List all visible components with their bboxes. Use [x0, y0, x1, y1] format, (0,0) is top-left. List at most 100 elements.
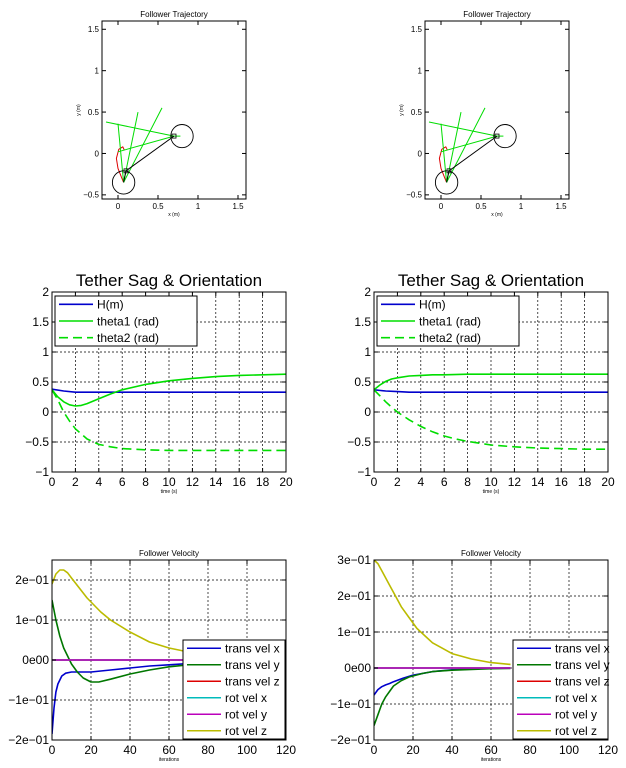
attachment-point-box	[494, 133, 500, 139]
x-tick-label: 16	[233, 475, 247, 489]
y-tick-label: 1e−01	[15, 613, 49, 627]
x-tick-label: 20	[601, 475, 615, 489]
axes-frame	[424, 20, 570, 200]
y-tick-label: −2e−01	[330, 733, 371, 747]
legend-label: rot vel x	[225, 691, 267, 705]
legend: H(m) theta1 (rad) theta2 (rad)	[376, 295, 520, 347]
x-tick-label: 60	[162, 743, 176, 757]
y-tick-label: 1	[95, 66, 100, 75]
y-tick-label: 0	[42, 405, 49, 419]
x-axis-label: x (m)	[168, 212, 180, 218]
series-line-1	[115, 146, 125, 183]
x-tick-label: 6	[441, 475, 448, 489]
x-axis-label: iterations	[159, 757, 180, 763]
series-line-8	[125, 135, 175, 172]
x-tick-label: 80	[523, 743, 537, 757]
y-tick-label: 2e−01	[337, 589, 371, 603]
y-tick-label: 0	[418, 149, 423, 158]
series-line-trans-vel-y	[52, 599, 189, 683]
chart-title: Follower Velocity	[139, 549, 199, 558]
y-tick-label: −1	[357, 465, 371, 479]
x-tick-label: 1	[196, 202, 201, 211]
x-tick-label: 120	[276, 743, 296, 757]
x-tick-label: 10	[484, 475, 498, 489]
x-tick-label: 40	[123, 743, 137, 757]
y-tick-label: 0	[364, 405, 371, 419]
legend: trans vel x trans vel y trans vel z rot vel…	[182, 639, 286, 740]
x-tick-label: 1.5	[555, 202, 567, 211]
x-tick-label: 60	[484, 743, 498, 757]
series-line-theta2-rad-	[52, 389, 286, 452]
legend-label: H(m)	[97, 298, 124, 312]
x-tick-label: 0	[371, 475, 378, 489]
y-tick-label: −1	[35, 465, 49, 479]
x-tick-label: 8	[464, 475, 471, 489]
series-line-trans-vel-y	[374, 667, 511, 726]
legend-label: theta2 (rad)	[419, 331, 481, 345]
robot-footprint-circle	[170, 124, 194, 149]
legend-box	[182, 639, 286, 740]
series-line-1	[438, 146, 448, 183]
x-tick-label: 0	[49, 743, 56, 757]
data-layer	[52, 373, 286, 452]
series-line-2	[440, 123, 448, 183]
chart-panel-5: 0 20 40 60 80 100 120 −2e−01 −1e−01 0e00 1e−01 2e−0…	[8, 549, 296, 763]
legend-label: theta2 (rad)	[97, 331, 159, 345]
y-tick-label: −2e−01	[8, 733, 49, 747]
x-tick-label: 4	[417, 475, 424, 489]
y-tick-label: −0.5	[83, 191, 99, 200]
attachment-point-box	[123, 168, 129, 174]
data-layer	[52, 569, 189, 735]
chart-title: Follower Trajectory	[463, 10, 531, 19]
y-tick-label: 0	[95, 149, 100, 158]
plot-area	[102, 21, 246, 199]
legend-label: trans vel z	[555, 675, 610, 689]
data-layer	[428, 107, 517, 195]
data-layer	[374, 560, 511, 726]
legend-label: trans vel x	[225, 642, 280, 656]
series-line-rot-vel-z	[374, 560, 511, 666]
x-tick-label: 18	[256, 475, 270, 489]
y-tick-label: 0.5	[354, 375, 371, 389]
x-tick-label: 8	[142, 475, 149, 489]
chart-panel-1: 0 0.5 1 1.5 −0.5 0 0.5 1 1.5 Follower Trajectory x…	[76, 10, 247, 218]
legend-label: H(m)	[419, 298, 446, 312]
x-axis-label: iterations	[481, 757, 502, 763]
x-tick-label: 0.5	[475, 202, 487, 211]
y-tick-label: −0.5	[25, 435, 49, 449]
series-line-2	[117, 123, 125, 183]
attachment-point-box	[446, 168, 452, 174]
y-tick-label: 1.5	[354, 315, 371, 329]
data-layer	[105, 107, 194, 195]
x-axis-label: x (m)	[491, 212, 503, 218]
y-axis-label: y (m)	[76, 104, 82, 116]
series-line-h-m-	[374, 389, 608, 394]
x-axis-label: time (s)	[161, 489, 178, 495]
legend-label: trans vel y	[225, 658, 280, 672]
y-tick-label: 1	[418, 66, 423, 75]
y-tick-label: 2	[364, 285, 371, 299]
x-tick-label: 12	[508, 475, 522, 489]
chart-title: Tether Sag & Orientation	[76, 271, 262, 290]
chart-title: Tether Sag & Orientation	[398, 271, 584, 290]
x-tick-label: 0.5	[152, 202, 164, 211]
y-tick-label: 1.5	[32, 315, 49, 329]
y-tick-label: 1.5	[411, 25, 423, 34]
y-tick-label: 2	[42, 285, 49, 299]
legend-label: trans vel x	[555, 642, 610, 656]
y-tick-label: −0.5	[406, 191, 422, 200]
y-tick-label: 0.5	[32, 375, 49, 389]
x-tick-label: 1	[519, 202, 524, 211]
x-tick-label: 0	[371, 743, 378, 757]
x-tick-label: 4	[95, 475, 102, 489]
series-line-8	[448, 135, 498, 172]
y-tick-label: 2e−01	[15, 573, 49, 587]
chart-title: Follower Trajectory	[140, 10, 208, 19]
x-tick-label: 14	[531, 475, 545, 489]
axes-frame	[101, 20, 247, 200]
legend-label: theta1 (rad)	[419, 314, 481, 328]
y-tick-label: −1e−01	[8, 693, 49, 707]
legend-label: trans vel y	[555, 658, 610, 672]
series-line-5	[105, 121, 175, 137]
